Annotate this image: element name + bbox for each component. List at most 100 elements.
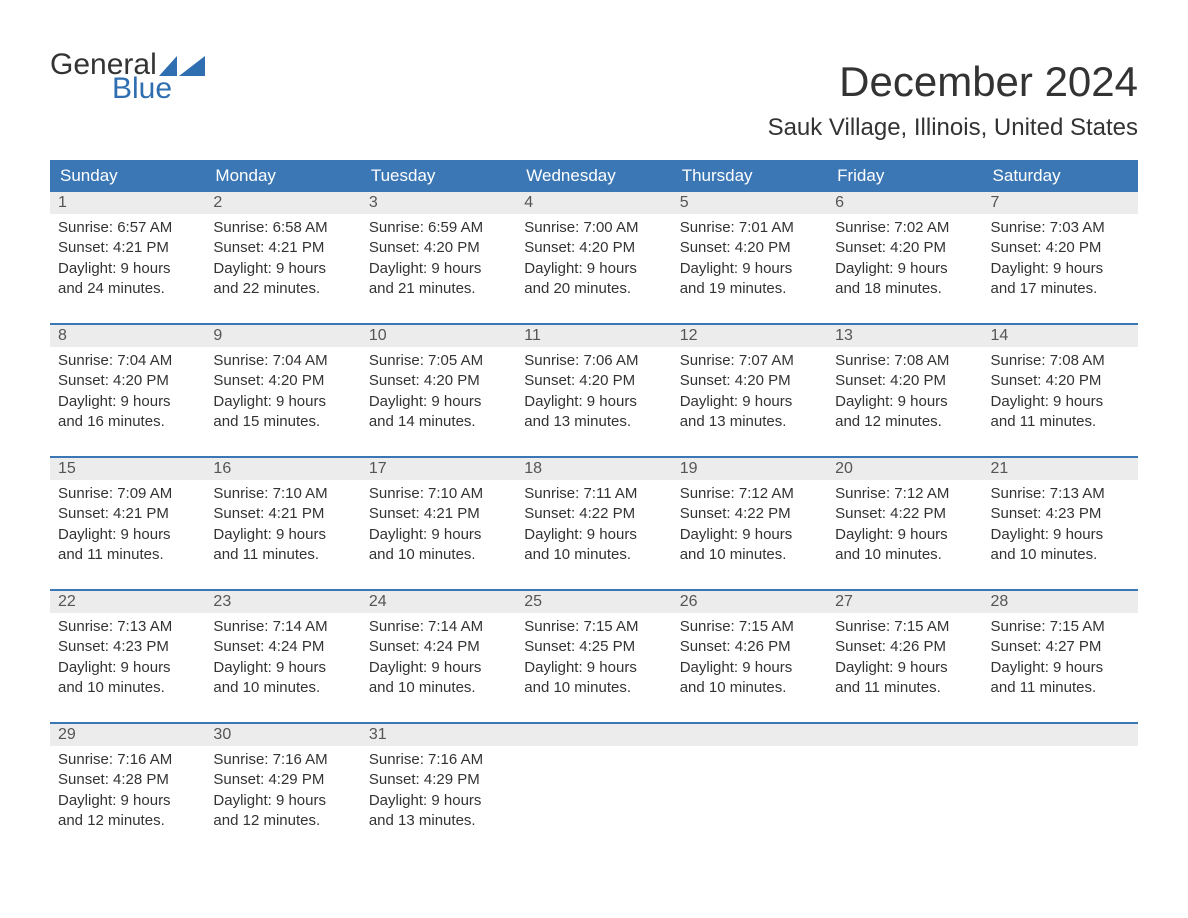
sunrise-line: Sunrise: 6:59 AM	[369, 218, 508, 238]
sunrise-line: Sunrise: 7:16 AM	[58, 750, 197, 770]
day-number-cell: 5	[672, 192, 827, 214]
daylight-line-2: and 11 minutes.	[58, 545, 197, 565]
sunrise-line: Sunrise: 6:58 AM	[213, 218, 352, 238]
day-number-cell: 31	[361, 724, 516, 746]
sunrise-line: Sunrise: 7:10 AM	[369, 484, 508, 504]
day-content-cell: Sunrise: 7:04 AMSunset: 4:20 PMDaylight:…	[50, 347, 205, 457]
sunset-line: Sunset: 4:22 PM	[835, 504, 974, 524]
daylight-line-2: and 11 minutes.	[991, 412, 1130, 432]
sunset-line: Sunset: 4:28 PM	[58, 770, 197, 790]
location-subtitle: Sauk Village, Illinois, United States	[50, 114, 1138, 142]
day-content-cell: Sunrise: 7:10 AMSunset: 4:21 PMDaylight:…	[361, 480, 516, 590]
daylight-line-1: Daylight: 9 hours	[58, 525, 197, 545]
day-number-row: 15161718192021	[50, 458, 1138, 480]
daylight-line-2: and 10 minutes.	[835, 545, 974, 565]
daylight-line-2: and 10 minutes.	[213, 678, 352, 698]
day-content-cell	[827, 746, 982, 855]
sunrise-line: Sunrise: 7:04 AM	[58, 351, 197, 371]
day-content-cell: Sunrise: 7:14 AMSunset: 4:24 PMDaylight:…	[361, 613, 516, 723]
daylight-line-2: and 10 minutes.	[58, 678, 197, 698]
day-content-cell: Sunrise: 7:07 AMSunset: 4:20 PMDaylight:…	[672, 347, 827, 457]
daylight-line-2: and 11 minutes.	[835, 678, 974, 698]
day-number-row: 891011121314	[50, 325, 1138, 347]
daylight-line-2: and 12 minutes.	[835, 412, 974, 432]
dayhead-sun: Sunday	[50, 160, 205, 192]
sunrise-line: Sunrise: 7:11 AM	[524, 484, 663, 504]
daylight-line-2: and 13 minutes.	[369, 811, 508, 831]
daylight-line-1: Daylight: 9 hours	[680, 259, 819, 279]
sunset-line: Sunset: 4:24 PM	[213, 637, 352, 657]
daylight-line-1: Daylight: 9 hours	[835, 259, 974, 279]
daylight-line-1: Daylight: 9 hours	[369, 259, 508, 279]
sunrise-line: Sunrise: 7:09 AM	[58, 484, 197, 504]
sunrise-line: Sunrise: 7:13 AM	[58, 617, 197, 637]
sunset-line: Sunset: 4:21 PM	[58, 504, 197, 524]
daylight-line-1: Daylight: 9 hours	[369, 658, 508, 678]
day-content-cell: Sunrise: 7:12 AMSunset: 4:22 PMDaylight:…	[827, 480, 982, 590]
day-content-cell: Sunrise: 7:05 AMSunset: 4:20 PMDaylight:…	[361, 347, 516, 457]
daylight-line-2: and 10 minutes.	[680, 545, 819, 565]
daylight-line-2: and 10 minutes.	[991, 545, 1130, 565]
sunset-line: Sunset: 4:20 PM	[58, 371, 197, 391]
day-number-row: 293031	[50, 724, 1138, 746]
day-number-cell: 2	[205, 192, 360, 214]
day-number-cell: 24	[361, 591, 516, 613]
brand-logo: General Blue	[50, 50, 205, 104]
daylight-line-2: and 10 minutes.	[369, 545, 508, 565]
day-content-cell: Sunrise: 7:13 AMSunset: 4:23 PMDaylight:…	[983, 480, 1138, 590]
day-number-cell: 12	[672, 325, 827, 347]
sunset-line: Sunset: 4:20 PM	[680, 238, 819, 258]
daylight-line-1: Daylight: 9 hours	[213, 259, 352, 279]
sunrise-line: Sunrise: 7:15 AM	[524, 617, 663, 637]
daylight-line-2: and 15 minutes.	[213, 412, 352, 432]
daylight-line-2: and 12 minutes.	[213, 811, 352, 831]
page-title: December 2024	[839, 58, 1138, 106]
daylight-line-1: Daylight: 9 hours	[213, 525, 352, 545]
header-row: General Blue December 2024	[50, 50, 1138, 106]
day-content-row: Sunrise: 6:57 AMSunset: 4:21 PMDaylight:…	[50, 214, 1138, 324]
day-number-cell: 26	[672, 591, 827, 613]
day-content-cell: Sunrise: 7:16 AMSunset: 4:29 PMDaylight:…	[205, 746, 360, 855]
sunset-line: Sunset: 4:20 PM	[680, 371, 819, 391]
sunset-line: Sunset: 4:23 PM	[991, 504, 1130, 524]
daylight-line-2: and 19 minutes.	[680, 279, 819, 299]
day-number-cell: 20	[827, 458, 982, 480]
day-content-row: Sunrise: 7:16 AMSunset: 4:28 PM Daylight:…	[50, 746, 1138, 855]
sunset-line: Sunset: 4:21 PM	[213, 238, 352, 258]
day-number-cell: 19	[672, 458, 827, 480]
daylight-line-2: and 11 minutes.	[213, 545, 352, 565]
day-content-cell: Sunrise: 7:08 AMSunset: 4:20 PMDaylight:…	[827, 347, 982, 457]
day-number-cell	[827, 724, 982, 746]
day-content-cell: Sunrise: 7:06 AMSunset: 4:20 PMDaylight:…	[516, 347, 671, 457]
dayhead-wed: Wednesday	[516, 160, 671, 192]
day-content-cell	[983, 746, 1138, 855]
daylight-line-1: Daylight: 9 hours	[835, 525, 974, 545]
sunset-line: Sunset: 4:20 PM	[524, 238, 663, 258]
daylight-line-2: and 22 minutes.	[213, 279, 352, 299]
day-content-row: Sunrise: 7:13 AMSunset: 4:23 PMDaylight:…	[50, 613, 1138, 723]
day-content-cell: Sunrise: 7:14 AMSunset: 4:24 PMDaylight:…	[205, 613, 360, 723]
day-content-cell: Sunrise: 7:12 AMSunset: 4:22 PMDaylight:…	[672, 480, 827, 590]
sunrise-line: Sunrise: 7:03 AM	[991, 218, 1130, 238]
sunset-line: Sunset: 4:20 PM	[213, 371, 352, 391]
day-number-cell: 13	[827, 325, 982, 347]
day-content-cell: Sunrise: 7:00 AMSunset: 4:20 PMDaylight:…	[516, 214, 671, 324]
daylight-line-2: and 10 minutes.	[524, 545, 663, 565]
day-content-cell: Sunrise: 7:09 AMSunset: 4:21 PMDaylight:…	[50, 480, 205, 590]
day-number-row: 22232425262728	[50, 591, 1138, 613]
day-number-cell: 17	[361, 458, 516, 480]
day-content-cell: Sunrise: 7:16 AMSunset: 4:28 PMDaylight:…	[50, 746, 205, 855]
dayhead-sat: Saturday	[983, 160, 1138, 192]
daylight-line-1: Daylight: 9 hours	[213, 791, 352, 811]
day-number-cell: 29	[50, 724, 205, 746]
day-content-cell: Sunrise: 7:11 AMSunset: 4:22 PMDaylight:…	[516, 480, 671, 590]
daylight-line-2: and 20 minutes.	[524, 279, 663, 299]
sunset-line: Sunset: 4:20 PM	[369, 371, 508, 391]
sunset-line: Sunset: 4:21 PM	[369, 504, 508, 524]
sunrise-line: Sunrise: 7:07 AM	[680, 351, 819, 371]
day-number-cell: 6	[827, 192, 982, 214]
day-number-cell: 1	[50, 192, 205, 214]
daylight-line-2: and 10 minutes.	[524, 678, 663, 698]
day-header-row: Sunday Monday Tuesday Wednesday Thursday…	[50, 160, 1138, 192]
sunrise-line: Sunrise: 7:05 AM	[369, 351, 508, 371]
